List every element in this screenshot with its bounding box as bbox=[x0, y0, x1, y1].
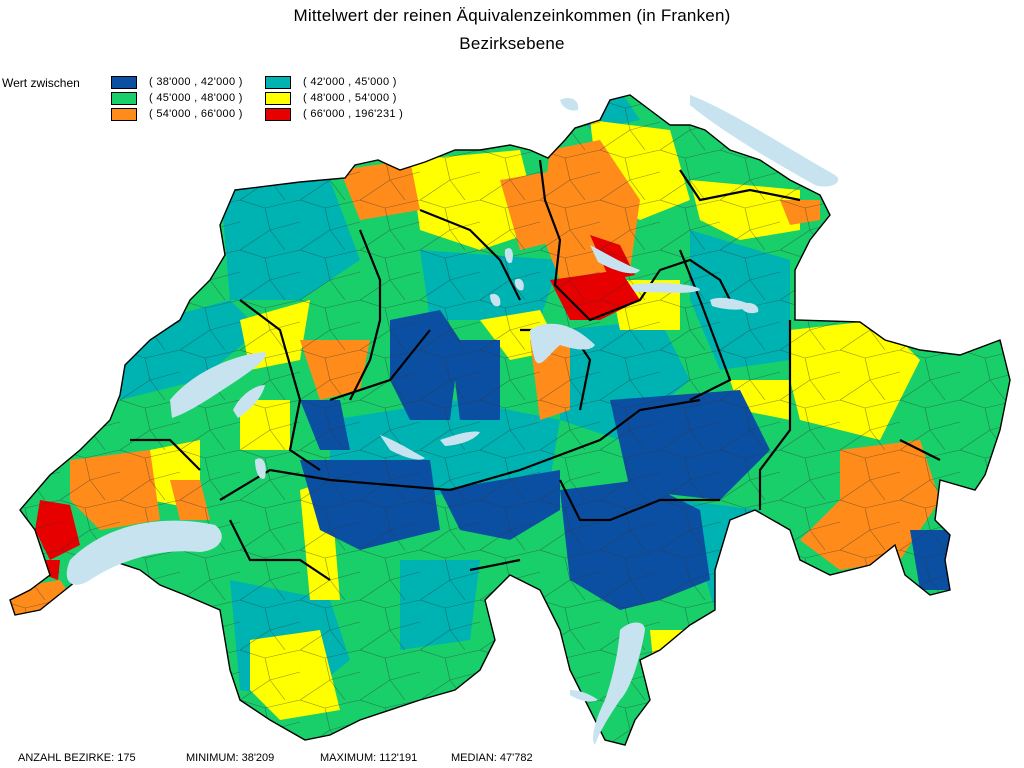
legend-swatch bbox=[265, 92, 291, 105]
lakes bbox=[66, 95, 839, 745]
legend-range: ( 42'000 , 45'000 ) bbox=[303, 76, 397, 88]
district-count: ANZAHL BEZIRKE: 175 bbox=[18, 752, 136, 764]
legend-range: ( 45'000 , 48'000 ) bbox=[149, 92, 243, 104]
district-fills bbox=[10, 95, 1010, 745]
legend-range: ( 66'000 , 196'231 ) bbox=[303, 108, 404, 120]
map-subtitle: Bezirksebene bbox=[459, 34, 565, 53]
minimum-value: MINIMUM: 38'209 bbox=[186, 752, 275, 764]
legend-swatch bbox=[111, 76, 137, 89]
legend-swatch bbox=[111, 92, 137, 105]
map-title: Mittelwert der reinen Äquivalenzeinkomme… bbox=[293, 6, 731, 25]
legend-range: ( 38'000 , 42'000 ) bbox=[149, 76, 243, 88]
legend-swatch bbox=[265, 76, 291, 89]
legend-label: Wert zwischen bbox=[2, 76, 80, 90]
legend-swatch bbox=[111, 108, 137, 121]
median-value: MEDIAN: 47'782 bbox=[451, 752, 533, 764]
maximum-value: MAXIMUM: 112'191 bbox=[320, 752, 418, 764]
legend-range: ( 54'000 , 66'000 ) bbox=[149, 108, 243, 120]
choropleth-map bbox=[9, 94, 1011, 746]
legend-swatch bbox=[265, 108, 291, 121]
legend-range: ( 48'000 , 54'000 ) bbox=[303, 92, 397, 104]
